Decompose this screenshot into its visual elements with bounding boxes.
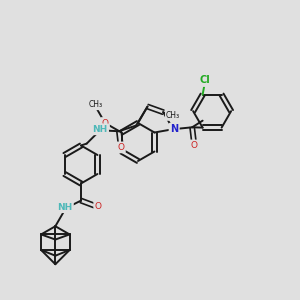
Text: Cl: Cl [199,75,210,85]
Text: CH₃: CH₃ [88,100,103,109]
Text: CH₃: CH₃ [166,111,180,120]
Text: O: O [190,141,198,150]
Text: O: O [117,143,124,152]
Text: O: O [95,202,102,211]
Text: NH: NH [57,203,72,212]
Text: NH: NH [92,125,108,134]
Text: O: O [101,118,109,127]
Text: N: N [170,124,178,134]
